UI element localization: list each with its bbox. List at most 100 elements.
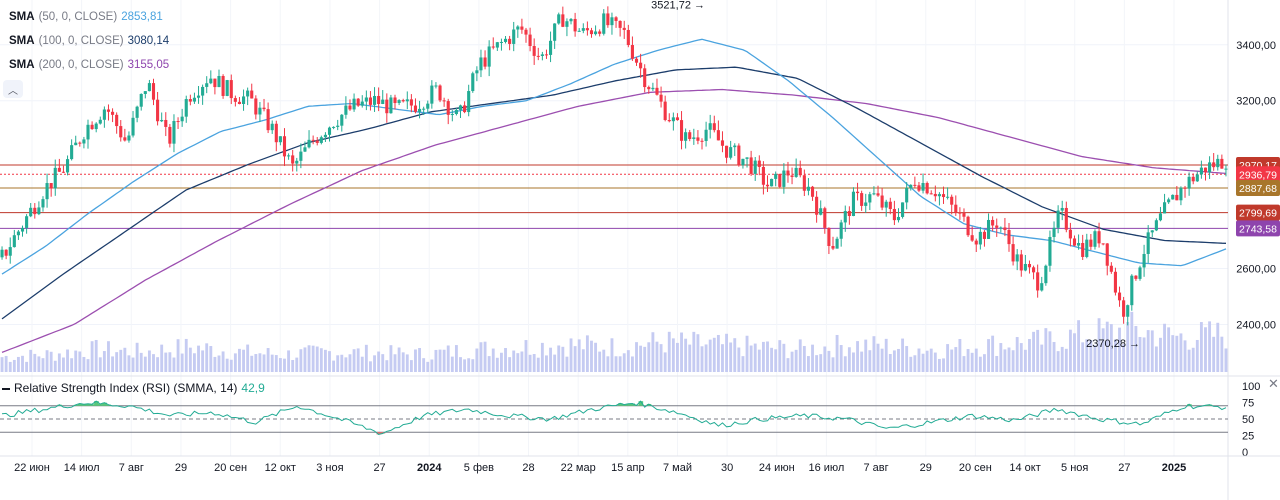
volume-bar [450, 356, 454, 372]
volume-bar [315, 346, 319, 372]
candle-body [1122, 300, 1126, 317]
candle-body [1007, 230, 1011, 245]
volume-bar [229, 359, 233, 372]
candle-body [753, 160, 757, 174]
volume-bar [905, 346, 909, 372]
volume-bar [266, 348, 270, 372]
volume-bar [852, 352, 855, 372]
volume-bar [635, 342, 638, 372]
rsi-legend[interactable]: Relative Strength Index (RSI) (SMMA, 14)… [2, 381, 265, 395]
time-tick-label: 29 [920, 462, 932, 474]
legend-sma-200[interactable]: SMA (200, 0, CLOSE) 3155,05 [9, 58, 169, 72]
price-tag [1236, 220, 1280, 237]
candle-body [786, 170, 790, 176]
candle-body [1150, 230, 1154, 233]
volume-bar [193, 353, 196, 372]
volume-bar [942, 358, 945, 372]
candle-body [794, 167, 798, 177]
volume-bar [860, 351, 864, 372]
candle-body [827, 227, 831, 247]
volume-bar [1011, 350, 1015, 372]
candle-body [1048, 236, 1052, 266]
volume-bar [369, 361, 372, 372]
candle-body [671, 117, 675, 122]
volume-bar [590, 340, 593, 372]
volume-bar [233, 353, 237, 372]
candle-body [41, 199, 45, 208]
volume-bar [180, 353, 184, 372]
candle-body [1077, 243, 1081, 246]
candle-body [1089, 239, 1093, 247]
candle-body [8, 247, 12, 256]
candle-body [622, 27, 626, 30]
legend-params: (100, 0, CLOSE) [38, 35, 124, 47]
volume-bar [815, 355, 819, 372]
volume-bar [319, 348, 323, 372]
candle-body [471, 73, 475, 92]
candle-body [1117, 292, 1122, 301]
volume-bar [1171, 335, 1175, 372]
volume-bar [66, 349, 69, 372]
candle-body [360, 101, 364, 106]
candle-body [901, 202, 905, 217]
legend-sma-100[interactable]: SMA (100, 0, CLOSE) 3080,14 [9, 34, 169, 48]
candle-body [553, 23, 557, 41]
volume-bar [270, 354, 274, 372]
candle-body [737, 145, 741, 166]
volume-bar [987, 339, 990, 372]
candle-body [463, 105, 467, 113]
volume-bar [422, 358, 426, 372]
candle-body [532, 46, 536, 56]
candle-body [544, 54, 549, 56]
candle-body [1208, 162, 1212, 173]
candle-body [1162, 202, 1167, 214]
volume-bar [1204, 327, 1207, 372]
volume-bar [868, 350, 872, 372]
rsi-overbought-fill [622, 404, 627, 406]
volume-bar [90, 341, 94, 372]
volume-bar [426, 361, 430, 372]
candle-body [843, 211, 847, 223]
volume-bar [225, 358, 229, 372]
candle-body [1085, 239, 1089, 257]
volume-bar [1048, 331, 1052, 372]
candle-body [1060, 207, 1064, 211]
volume-bar [135, 342, 139, 372]
rsi-tick-label: 75 [1242, 398, 1254, 410]
volume-bar [937, 358, 941, 372]
candle-body [192, 97, 196, 102]
volume-bar [1191, 347, 1195, 372]
candle-body [647, 87, 651, 90]
legend-sma-50[interactable]: SMA (50, 0, CLOSE) 2853,81 [9, 10, 163, 24]
time-tick-label: 5 ноя [1061, 462, 1088, 474]
volume-bar [1212, 336, 1216, 372]
volume-bar [1105, 321, 1109, 372]
candle-body [966, 216, 970, 236]
candle-body [25, 216, 29, 228]
sma-50-line [1, 38, 1227, 275]
candle-body [798, 167, 802, 176]
volume-bar [1097, 318, 1101, 372]
volume-bar [397, 347, 401, 372]
candle-body [733, 145, 737, 148]
candle-body [364, 97, 368, 102]
candle-body [995, 225, 999, 228]
candle-body [598, 31, 602, 34]
volume-bar [12, 359, 16, 372]
volume-bar [323, 349, 327, 372]
candle-body [151, 83, 156, 100]
candle-body [905, 187, 909, 203]
close-icon[interactable]: ✕ [1268, 376, 1279, 391]
volume-bar [393, 354, 397, 372]
volume-bar [716, 334, 720, 372]
candle-body [921, 183, 925, 191]
collapse-legend-button[interactable]: ︿ [3, 80, 23, 98]
candle-body [819, 208, 823, 215]
rsi-label: Relative Strength Index (RSI) (SMMA, 14) [14, 381, 238, 395]
volume-bar [999, 343, 1003, 372]
candle-body [344, 105, 348, 115]
candle-body [147, 83, 151, 92]
volume-bar [545, 355, 548, 372]
volume-bar [995, 355, 999, 372]
volume-bar [983, 354, 986, 372]
